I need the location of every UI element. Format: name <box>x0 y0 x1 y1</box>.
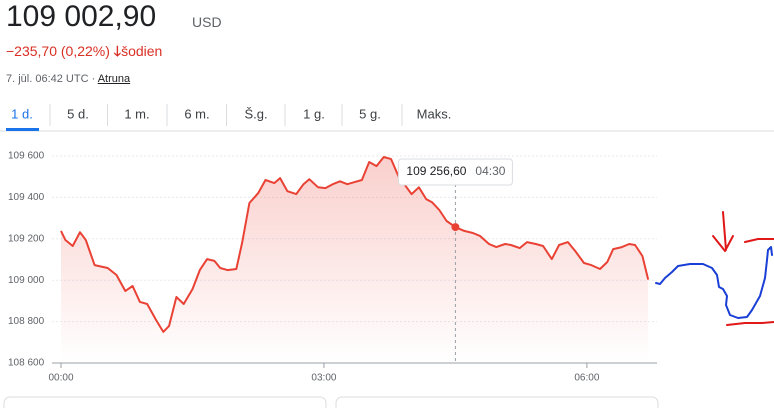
y-tick-label: 109 200 <box>8 233 45 244</box>
x-tick-label: 03:00 <box>311 373 336 384</box>
x-tick-label: 00:00 <box>48 373 73 384</box>
annotation-stroke <box>726 321 774 326</box>
timestamp-row: 7. jūl. 06:42 UTC · Atruna <box>6 73 130 85</box>
period: šodien <box>121 43 163 59</box>
annotation-line <box>655 246 773 319</box>
y-tick-label: 109 400 <box>8 192 45 203</box>
tab[interactable]: Š.g. <box>244 106 267 121</box>
annotation-stroke <box>744 238 774 243</box>
y-tick-label: 109 600 <box>8 151 45 162</box>
area-fill <box>61 157 649 363</box>
tooltip-time: 04:30 <box>475 164 505 178</box>
change: −235,70 (0,22%) <box>6 43 110 59</box>
price-line <box>60 156 650 333</box>
y-tick-label: 109 000 <box>8 275 45 286</box>
y-tick-label: 108 800 <box>8 316 45 327</box>
annotation-arrow <box>712 211 734 252</box>
price: 109 002,90 <box>6 0 157 33</box>
tab[interactable]: 5 d. <box>67 106 89 121</box>
tab[interactable]: 1 d. <box>11 106 33 121</box>
tab[interactable]: 1 m. <box>124 106 149 121</box>
currency: USD <box>192 14 222 30</box>
hover-point <box>451 223 460 232</box>
y-tick-label: 108 600 <box>8 358 45 369</box>
tooltip-box <box>397 158 513 186</box>
disclaimer-link[interactable]: Atruna <box>97 73 131 85</box>
tab[interactable]: Maks. <box>417 106 452 121</box>
tab-underline <box>6 128 39 131</box>
annotations <box>655 211 774 326</box>
tab[interactable]: 1 g. <box>303 106 325 121</box>
x-tick-label: 06:00 <box>574 373 599 384</box>
tab[interactable]: 6 m. <box>184 106 209 121</box>
timestamp: 7. jūl. 06:42 UTC · <box>6 73 96 85</box>
price-change: −235,70 (0,22%) 🡓šodien <box>6 43 163 59</box>
tooltip-price: 109 256,60 <box>406 164 466 178</box>
card <box>3 396 327 408</box>
tab[interactable]: 5 g. <box>359 106 381 121</box>
card <box>335 396 659 408</box>
